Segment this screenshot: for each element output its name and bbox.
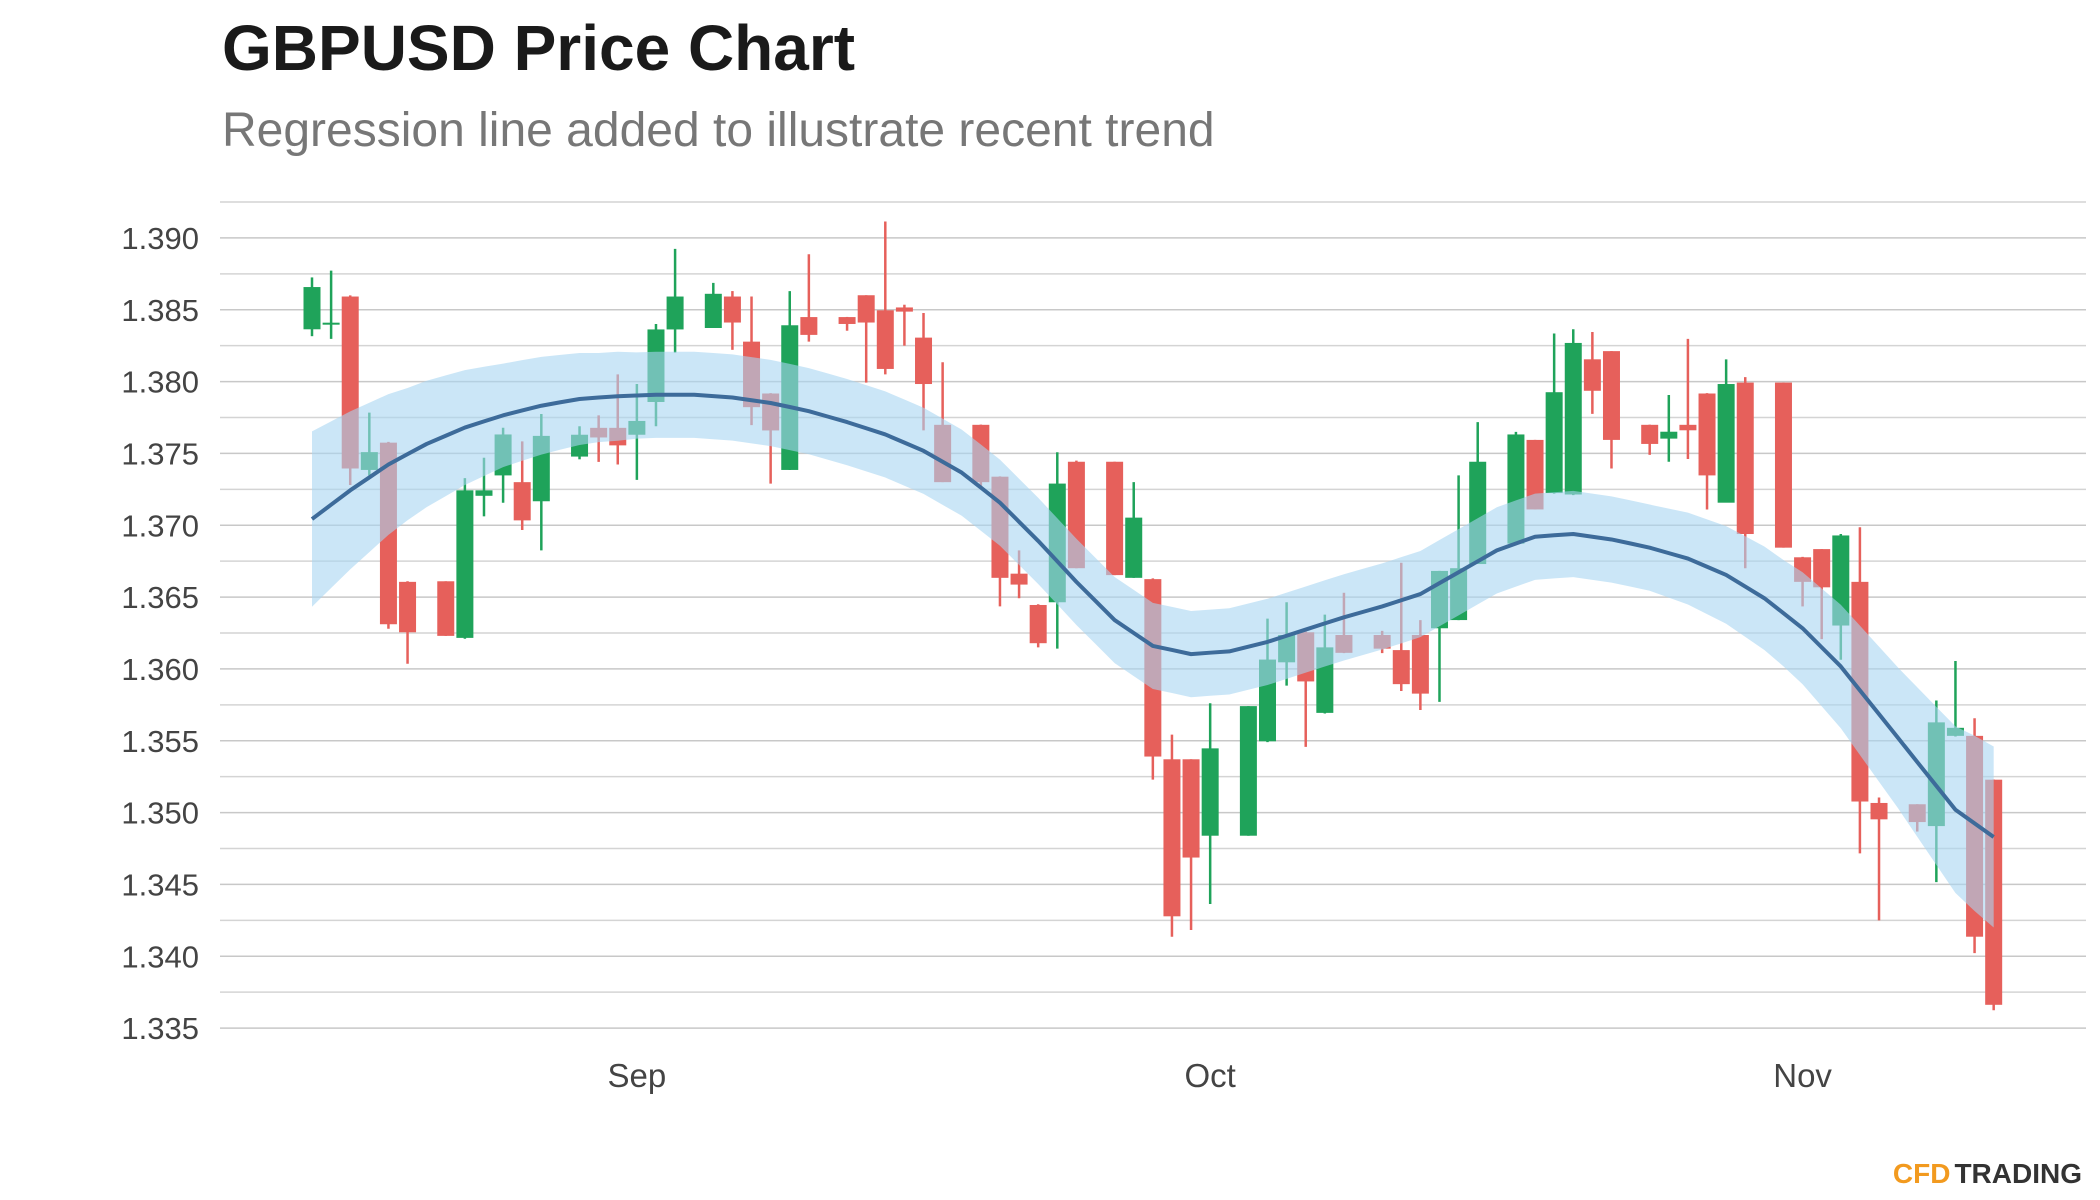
candle-body: [1583, 359, 1601, 391]
candle-body: [895, 307, 913, 312]
candle-body: [456, 490, 474, 638]
candle-body: [303, 287, 321, 330]
chart-title: GBPUSD Price Chart: [222, 12, 855, 84]
candle-body: [1660, 431, 1678, 439]
candle-body: [1679, 424, 1697, 431]
brand-first: CFD: [1893, 1158, 1951, 1189]
candle-body: [704, 293, 722, 328]
y-tick-label: 1.360: [121, 652, 199, 687]
y-tick-label: 1.365: [121, 580, 199, 615]
candle-body: [800, 317, 818, 335]
candle-body: [1717, 384, 1735, 503]
x-tick-label: Oct: [1184, 1057, 1235, 1094]
candle-body: [437, 581, 455, 636]
y-tick-label: 1.380: [121, 365, 199, 400]
y-tick-label: 1.375: [121, 436, 199, 471]
confidence-band: [312, 351, 1994, 928]
regression-line: [310, 392, 1995, 839]
y-tick-label: 1.355: [121, 724, 199, 759]
y-tick-label: 1.385: [121, 293, 199, 328]
candle-body: [1736, 382, 1754, 535]
candle-body: [666, 296, 684, 330]
candle-body: [1698, 393, 1716, 476]
candle-body: [1641, 424, 1659, 444]
y-tick-label: 1.345: [121, 867, 199, 902]
candle-body: [322, 322, 340, 325]
axis-labels: 1.390 1.385 1.380 1.375 1.370 1.365 1.360 1.355…: [121, 221, 1832, 1094]
candle-body: [1106, 461, 1124, 576]
candle-body: [1545, 392, 1563, 494]
candle-body: [1526, 439, 1544, 510]
candle-body: [513, 482, 531, 521]
y-tick-label: 1.335: [121, 1011, 199, 1046]
candle-body: [1182, 759, 1200, 858]
y-tick-label: 1.350: [121, 796, 199, 831]
candle-body: [1411, 635, 1429, 694]
candle-body: [915, 337, 933, 385]
candle-body: [1010, 573, 1028, 585]
y-tick-label: 1.340: [121, 939, 199, 974]
regression: [310, 351, 1995, 928]
brand: CFD TRADING: [1893, 1158, 2082, 1189]
candle-body: [876, 310, 894, 369]
brand-second: TRADING: [1954, 1158, 2082, 1189]
candle-body: [1125, 517, 1143, 578]
y-tick-label: 1.370: [121, 508, 199, 543]
candle-body: [838, 317, 856, 324]
candle-body: [1870, 802, 1888, 820]
candle-body: [857, 295, 875, 323]
chart-subtitle: Regression line added to illustrate rece…: [222, 104, 1215, 157]
y-tick-label: 1.390: [121, 221, 199, 256]
candle-body: [1201, 748, 1219, 836]
x-tick-label: Sep: [608, 1057, 667, 1094]
candle-body: [1602, 351, 1620, 440]
candle-body: [1813, 549, 1831, 588]
candle-body: [1774, 382, 1792, 548]
candle-body: [475, 490, 493, 496]
x-tick-label: Nov: [1773, 1057, 1832, 1094]
candle-body: [1564, 342, 1582, 495]
candle-body: [1392, 650, 1410, 685]
candle-body: [399, 581, 417, 633]
candle-body: [1239, 706, 1257, 836]
candle-body: [1029, 604, 1047, 644]
candle-body: [1163, 759, 1181, 917]
candle-body: [723, 296, 741, 323]
